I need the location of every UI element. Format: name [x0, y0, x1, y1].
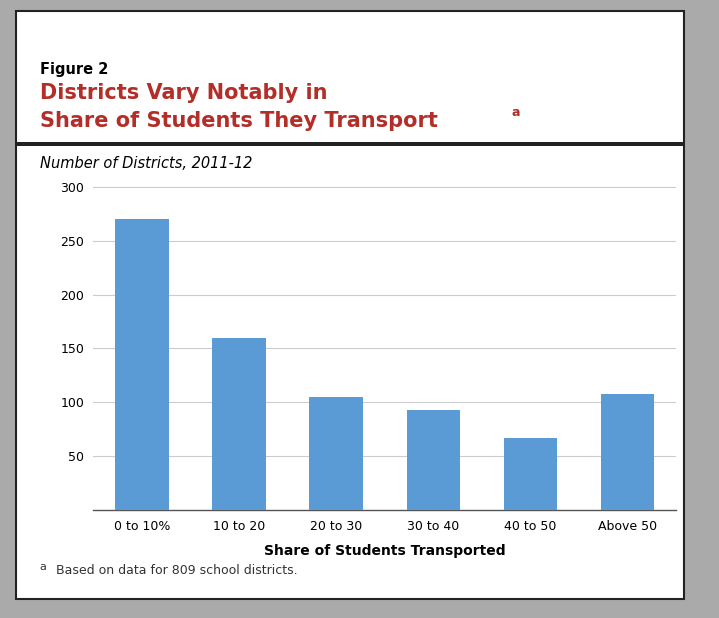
Text: a: a: [40, 562, 47, 572]
Bar: [503, 438, 557, 510]
Text: a: a: [511, 106, 520, 119]
X-axis label: Share of Students Transported: Share of Students Transported: [264, 544, 505, 559]
Bar: [115, 219, 169, 510]
Text: Figure 2: Figure 2: [40, 62, 108, 77]
Text: Districts Vary Notably in: Districts Vary Notably in: [40, 83, 327, 103]
Text: Share of Students They Transport: Share of Students They Transport: [40, 111, 437, 131]
Text: Number of Districts, 2011-12: Number of Districts, 2011-12: [40, 156, 252, 171]
Text: Based on data for 809 school districts.: Based on data for 809 school districts.: [52, 564, 298, 577]
Bar: [212, 337, 266, 510]
Bar: [309, 397, 363, 510]
Bar: [406, 410, 460, 510]
Bar: [600, 394, 654, 510]
